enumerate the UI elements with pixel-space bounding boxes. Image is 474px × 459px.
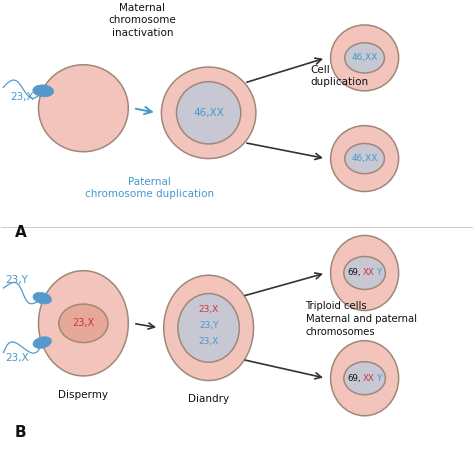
Text: 46,XX: 46,XX: [351, 154, 378, 163]
Ellipse shape: [330, 341, 399, 416]
Text: 46,XX: 46,XX: [351, 53, 378, 62]
Text: 23,Y: 23,Y: [5, 275, 28, 285]
Text: 23,X: 23,X: [5, 353, 29, 363]
Ellipse shape: [330, 25, 399, 91]
Text: 23,X: 23,X: [199, 305, 219, 314]
Text: 23,X: 23,X: [10, 92, 34, 102]
Ellipse shape: [176, 82, 241, 144]
Text: Triploid cells
Maternal and paternal
chromosomes: Triploid cells Maternal and paternal chr…: [306, 301, 417, 337]
Text: 23,X: 23,X: [199, 337, 219, 346]
Text: Maternal
chromosome
inactivation: Maternal chromosome inactivation: [109, 3, 176, 38]
Text: XX: XX: [362, 269, 374, 278]
Ellipse shape: [345, 144, 384, 174]
Text: Paternal
chromosome duplication: Paternal chromosome duplication: [85, 177, 214, 199]
Ellipse shape: [330, 235, 399, 310]
Ellipse shape: [344, 362, 385, 395]
Text: A: A: [15, 225, 27, 240]
Ellipse shape: [38, 271, 128, 376]
Ellipse shape: [330, 126, 399, 191]
Text: Y: Y: [377, 374, 382, 383]
Text: Dispermy: Dispermy: [58, 390, 109, 400]
Ellipse shape: [344, 257, 385, 290]
Ellipse shape: [38, 65, 128, 152]
Text: 69,: 69,: [347, 374, 361, 383]
Text: XX: XX: [362, 374, 374, 383]
Text: Y: Y: [377, 269, 382, 278]
Ellipse shape: [33, 85, 54, 97]
Ellipse shape: [33, 292, 52, 304]
Text: Cell
duplication: Cell duplication: [310, 65, 368, 87]
Text: 69,: 69,: [347, 269, 361, 278]
Text: 46,XX: 46,XX: [193, 108, 224, 118]
Ellipse shape: [59, 304, 108, 342]
Text: B: B: [15, 425, 27, 440]
Ellipse shape: [178, 294, 239, 362]
Text: 23,X: 23,X: [73, 318, 94, 328]
Ellipse shape: [345, 43, 384, 73]
Text: Diandry: Diandry: [188, 394, 229, 404]
Text: 23,Y: 23,Y: [199, 321, 219, 330]
Ellipse shape: [164, 275, 254, 381]
Ellipse shape: [33, 337, 52, 348]
Ellipse shape: [161, 67, 256, 158]
